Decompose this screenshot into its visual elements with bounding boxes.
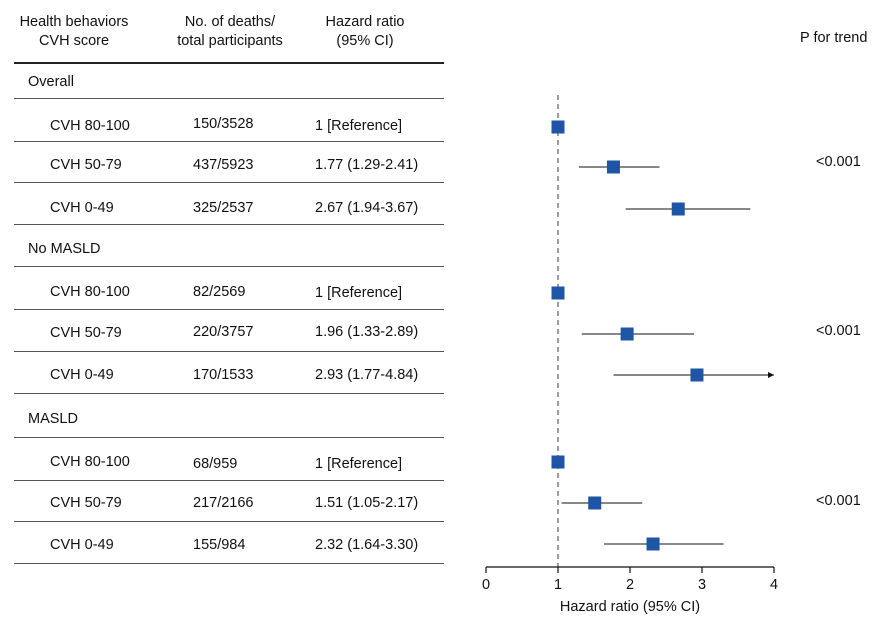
hr-marker <box>551 286 565 300</box>
row-deaths: 82/2569 <box>193 284 246 300</box>
row-score: CVH 0-49 <box>50 537 114 553</box>
row-deaths: 325/2537 <box>193 200 254 216</box>
group-label-masld: MASLD <box>28 411 78 427</box>
row-deaths: 155/984 <box>193 537 246 553</box>
row-score: CVH 80-100 <box>50 118 130 134</box>
table-rule <box>14 437 444 438</box>
row-deaths: 217/2166 <box>193 495 254 511</box>
x-tick-label: 3 <box>698 577 706 593</box>
p-trend-overall: <0.001 <box>816 154 861 170</box>
row-hr: 1 [Reference] <box>315 285 403 301</box>
row-hr: 2.93 (1.77-4.84) <box>315 367 419 383</box>
table-rule <box>14 393 444 394</box>
row-deaths: 170/1533 <box>193 367 254 383</box>
group-label-overall: Overall <box>28 74 74 90</box>
header-hazard-ratio: Hazard ratio (95% CI) <box>325 14 405 49</box>
header-deaths: No. of deaths/ total participants <box>177 14 283 49</box>
hr-marker <box>620 327 634 341</box>
row-score: CVH 50-79 <box>50 495 122 511</box>
hr-marker <box>606 160 620 174</box>
table-top-rule <box>14 62 444 64</box>
table-rule <box>14 480 444 481</box>
row-score: CVH 80-100 <box>50 454 130 470</box>
row-hr: 1 [Reference] <box>315 118 403 134</box>
table-rule <box>14 98 444 99</box>
table-rule <box>14 521 444 522</box>
p-trend-masld: <0.001 <box>816 493 861 509</box>
row-deaths: 437/5923 <box>193 157 254 173</box>
x-tick-label: 0 <box>482 577 490 593</box>
row-score: CVH 50-79 <box>50 157 122 173</box>
table-rule <box>14 141 444 142</box>
ci-arrow <box>768 372 774 378</box>
group-label-no-masld: No MASLD <box>28 241 101 257</box>
row-score: CVH 0-49 <box>50 200 114 216</box>
hr-marker <box>588 496 602 510</box>
row-hr: 2.32 (1.64-3.30) <box>315 537 419 553</box>
x-tick-label: 1 <box>554 577 562 593</box>
hr-marker <box>551 455 565 469</box>
row-score: CVH 80-100 <box>50 284 130 300</box>
row-hr: 1.77 (1.29-2.41) <box>315 157 419 173</box>
hr-marker <box>646 537 660 551</box>
row-hr: 1 [Reference] <box>315 456 403 472</box>
header-p-for-trend: P for trend <box>800 30 868 46</box>
row-deaths: 68/959 <box>193 456 238 472</box>
hr-marker <box>671 202 685 216</box>
hr-marker <box>551 120 565 134</box>
row-hr: 2.67 (1.94-3.67) <box>315 200 419 216</box>
table-rule <box>14 563 444 564</box>
table-rule <box>14 182 444 183</box>
row-hr: 1.51 (1.05-2.17) <box>315 495 419 511</box>
row-score: CVH 50-79 <box>50 325 122 341</box>
row-score: CVH 0-49 <box>50 367 114 383</box>
header-cvh-score: Health behaviors CVH score <box>19 14 129 49</box>
table-rule <box>14 309 444 310</box>
table-rule <box>14 224 444 225</box>
x-tick-label: 2 <box>626 577 634 593</box>
row-deaths: 150/3528 <box>193 116 254 132</box>
x-tick-label: 4 <box>770 577 778 593</box>
table-rule <box>14 351 444 352</box>
row-deaths: 220/3757 <box>193 324 254 340</box>
x-axis-label: Hazard ratio (95% CI) <box>560 599 700 615</box>
table-rule <box>14 266 444 267</box>
row-hr: 1.96 (1.33-2.89) <box>315 324 419 340</box>
p-trend-no-masld: <0.001 <box>816 323 861 339</box>
hr-marker <box>690 368 704 382</box>
